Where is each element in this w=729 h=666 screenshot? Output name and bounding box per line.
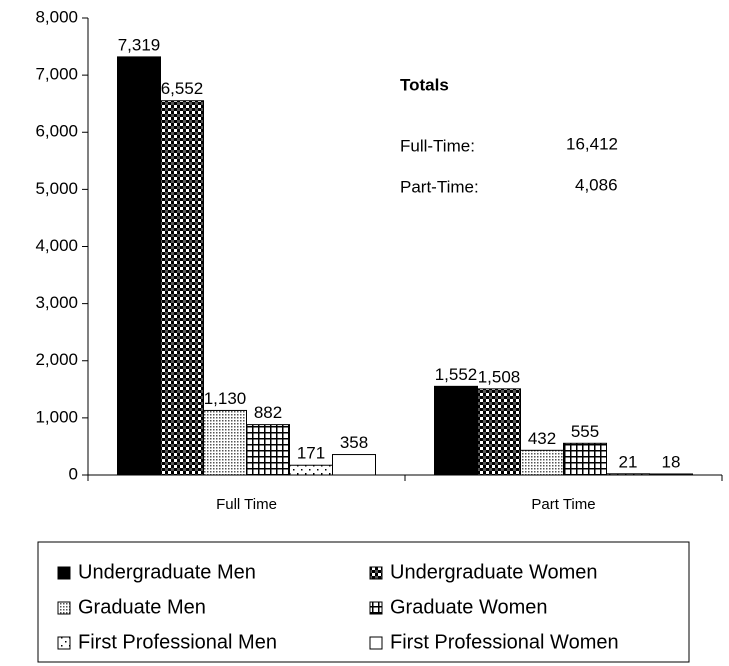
x-tick-label: Full Time [216, 496, 277, 513]
legend-swatch [57, 601, 71, 615]
bar [203, 409, 247, 476]
legend-box [37, 541, 690, 663]
legend-label: Graduate Women [390, 596, 548, 618]
value-label: 18 [662, 452, 681, 471]
y-tick-label: 7,000 [35, 65, 78, 84]
legend-label: Undergraduate Women [390, 561, 598, 583]
legend-label: Graduate Men [78, 596, 206, 618]
x-tick-label: Part Time [531, 496, 595, 513]
bar [563, 442, 607, 476]
value-label: 21 [619, 452, 638, 471]
annotation-value: 16,412 [566, 134, 618, 153]
value-label: 1,508 [478, 367, 521, 386]
bar [117, 56, 161, 476]
legend-label: First Professional Men [78, 631, 277, 653]
bar [520, 449, 564, 476]
legend-swatch [369, 636, 383, 650]
y-tick-label: 3,000 [35, 293, 78, 312]
bar [606, 473, 650, 476]
bar [332, 454, 376, 476]
bar [649, 473, 693, 476]
value-label: 6,552 [161, 79, 204, 98]
value-label: 7,319 [118, 35, 161, 54]
value-label: 171 [297, 444, 325, 463]
annotation-value: 4,086 [575, 175, 618, 194]
legend-label: Undergraduate Men [78, 561, 256, 583]
y-tick-label: 8,000 [35, 7, 78, 26]
value-label: 358 [340, 433, 368, 452]
value-label: 1,130 [204, 389, 247, 408]
bar [289, 464, 333, 476]
y-tick-label: 0 [69, 464, 78, 483]
value-label: 432 [528, 429, 556, 448]
annotation-label: Part-Time: [400, 177, 479, 196]
y-tick-label: 1,000 [35, 407, 78, 426]
annotation-title: Totals [400, 75, 449, 94]
bar [477, 388, 521, 476]
legend-swatch [369, 566, 383, 580]
bar [246, 424, 290, 476]
legend-swatch [57, 636, 71, 650]
y-tick-label: 6,000 [35, 122, 78, 141]
bar [434, 385, 478, 476]
y-tick-label: 2,000 [35, 350, 78, 369]
y-tick-label: 4,000 [35, 236, 78, 255]
value-label: 1,552 [435, 365, 478, 384]
value-label: 882 [254, 403, 282, 422]
value-label: 555 [571, 422, 599, 441]
bar [160, 100, 204, 476]
y-tick-label: 5,000 [35, 179, 78, 198]
annotation-label: Full-Time: [400, 136, 475, 155]
legend-label: First Professional Women [390, 631, 619, 653]
legend-swatch [369, 601, 383, 615]
legend-swatch [57, 566, 71, 580]
